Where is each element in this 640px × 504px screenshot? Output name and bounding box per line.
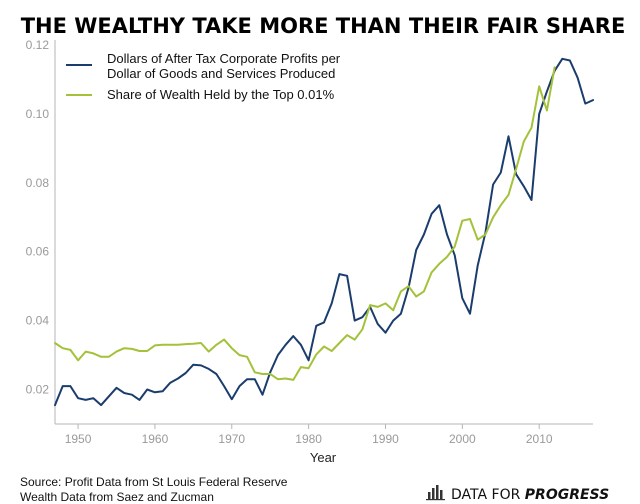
- legend-label-profits: Dollars of After Tax Corporate Profits p…: [107, 51, 341, 81]
- x-tick-label: 1950: [65, 432, 92, 446]
- x-tick-labels: 1950 1960 1970 1980 1990 2000 2010: [65, 424, 553, 446]
- brand-prefix: DATA FOR: [451, 487, 525, 503]
- y-tick-label: 0.08: [26, 176, 50, 190]
- series-lines: [54, 57, 594, 407]
- chart-axes: [54, 40, 593, 425]
- x-tick-label: 1960: [142, 432, 169, 446]
- x-tick-label: 2000: [449, 432, 476, 446]
- legend-label-wealth: Share of Wealth Held by the Top 0.01%: [107, 87, 335, 102]
- series-line-profits: [54, 57, 594, 407]
- source-line-1: Source: Profit Data from St Louis Federa…: [20, 475, 288, 489]
- y-tick-label: 0.02: [26, 383, 50, 397]
- y-tick-label: 0.12: [26, 38, 50, 52]
- series-line-wealth: [54, 66, 556, 381]
- x-tick-label: 1980: [295, 432, 322, 446]
- x-tick-label: 2010: [526, 432, 553, 446]
- source-line-2: Wealth Data from Saez and Zucman: [20, 490, 214, 504]
- x-axis-title: Year: [310, 450, 337, 465]
- legend: Dollars of After Tax Corporate Profits p…: [66, 51, 341, 102]
- brand-bold: PROGRESS: [525, 487, 609, 503]
- y-tick-labels: 0.02 0.04 0.06 0.08 0.10 0.12: [26, 38, 50, 397]
- bar-chart-icon: [426, 485, 445, 501]
- x-tick-label: 1970: [218, 432, 245, 446]
- brand-name: DATA FOR PROGRESS: [451, 487, 609, 503]
- y-tick-label: 0.04: [26, 314, 50, 328]
- brand-logo: DATA FOR PROGRESS: [426, 485, 609, 503]
- y-tick-label: 0.10: [26, 107, 50, 121]
- x-tick-label: 1990: [372, 432, 399, 446]
- chart-title: THE WEALTHY TAKE MORE THAN THEIR FAIR SH…: [21, 14, 626, 38]
- y-tick-label: 0.06: [26, 245, 50, 259]
